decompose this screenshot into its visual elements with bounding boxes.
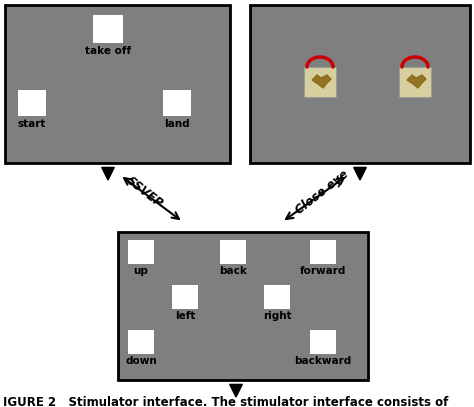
Text: up: up: [134, 266, 148, 276]
Polygon shape: [407, 75, 426, 88]
Bar: [128, 240, 154, 264]
Bar: [5, 5, 230, 163]
Bar: [310, 330, 336, 354]
Bar: [220, 240, 246, 264]
Bar: [128, 330, 154, 354]
Text: backward: backward: [294, 356, 352, 366]
FancyArrowPatch shape: [286, 178, 344, 219]
Bar: [399, 67, 431, 97]
Bar: [250, 5, 470, 163]
Bar: [118, 232, 368, 380]
Polygon shape: [102, 167, 114, 180]
Bar: [264, 285, 290, 309]
Text: start: start: [18, 119, 46, 129]
Bar: [18, 90, 46, 116]
Text: take off: take off: [85, 46, 131, 56]
Text: right: right: [263, 311, 292, 321]
Text: forward: forward: [300, 266, 346, 276]
Text: back: back: [219, 266, 247, 276]
Polygon shape: [230, 384, 242, 397]
FancyArrowPatch shape: [124, 178, 179, 219]
Text: land: land: [164, 119, 190, 129]
Bar: [163, 90, 191, 116]
Text: down: down: [125, 356, 157, 366]
Text: left: left: [175, 311, 195, 321]
Polygon shape: [354, 167, 366, 180]
Bar: [172, 285, 198, 309]
Text: Close eye: Close eye: [293, 167, 351, 217]
Bar: [304, 67, 336, 97]
Text: IGURE 2   Stimulator interface. The stimulator interface consists of: IGURE 2 Stimulator interface. The stimul…: [3, 396, 448, 407]
Bar: [93, 15, 123, 43]
Bar: [310, 240, 336, 264]
Text: SSVEP: SSVEP: [124, 174, 166, 210]
Polygon shape: [312, 75, 331, 88]
